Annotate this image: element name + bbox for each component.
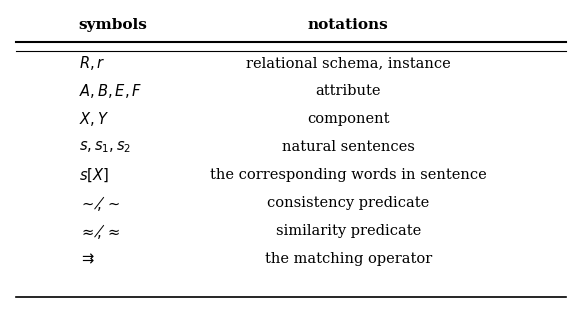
Text: $A, B, E, F$: $A, B, E, F$: [79, 82, 142, 100]
Text: relational schema, instance: relational schema, instance: [246, 56, 450, 70]
Text: the corresponding words in sentence: the corresponding words in sentence: [210, 168, 487, 182]
Text: notations: notations: [308, 18, 389, 32]
Text: symbols: symbols: [79, 18, 148, 32]
Text: natural sentences: natural sentences: [282, 140, 415, 154]
Text: $R, r$: $R, r$: [79, 54, 105, 72]
Text: $\rightrightarrows$: $\rightrightarrows$: [79, 252, 95, 267]
Text: $s[X]$: $s[X]$: [79, 166, 109, 184]
Text: similarity predicate: similarity predicate: [276, 224, 421, 238]
Text: attribute: attribute: [315, 84, 381, 98]
Text: $\approx, \not\approx$: $\approx, \not\approx$: [79, 222, 120, 241]
Text: $\sim, \not\sim$: $\sim, \not\sim$: [79, 194, 120, 213]
Text: component: component: [307, 112, 389, 126]
Text: consistency predicate: consistency predicate: [267, 196, 430, 210]
Text: $s, s_1, s_2$: $s, s_1, s_2$: [79, 139, 131, 155]
Text: the matching operator: the matching operator: [265, 252, 432, 266]
Text: $X, Y$: $X, Y$: [79, 110, 109, 128]
